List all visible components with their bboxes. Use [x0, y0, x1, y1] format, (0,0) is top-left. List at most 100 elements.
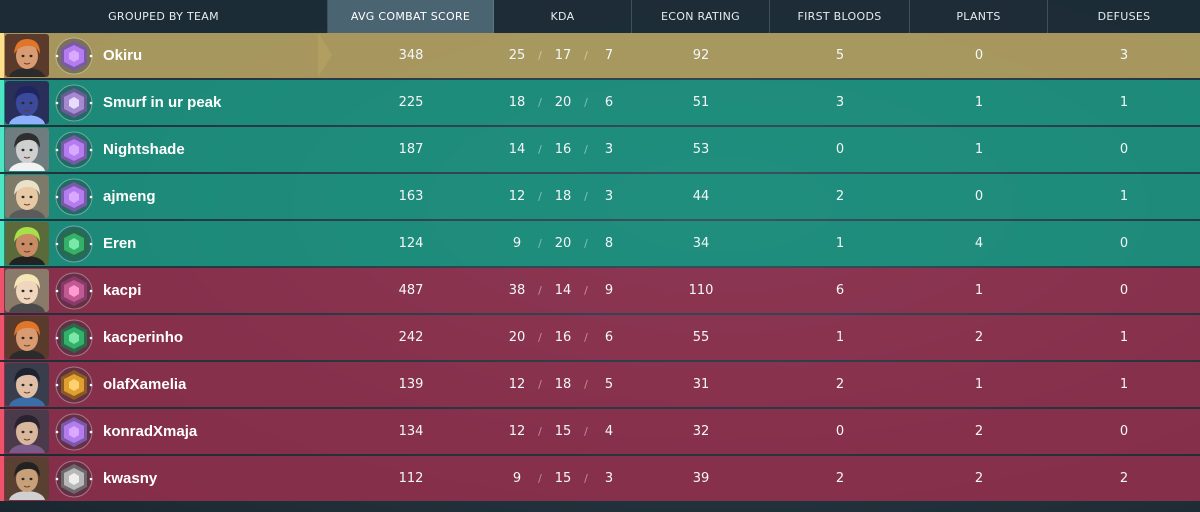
defuses-value: 1	[1119, 377, 1129, 392]
player-row[interactable]: Nightshade 187 14 / 16 / 3 53 0 1 0	[0, 127, 1200, 172]
kda-separator: /	[538, 190, 542, 203]
kda-separator: /	[538, 49, 542, 62]
kda-separator: /	[584, 190, 588, 203]
player-cell: Eren	[0, 221, 328, 266]
econ-value: 92	[692, 48, 710, 63]
plants-value: 0	[974, 48, 984, 63]
player-name[interactable]: kwasny	[103, 470, 158, 487]
deaths-value: 18	[554, 189, 572, 204]
defuses-value: 1	[1119, 189, 1129, 204]
defuses-value: 2	[1119, 471, 1129, 486]
kills-value: 18	[508, 95, 526, 110]
kda-value: 14 / 16 / 3	[494, 127, 632, 172]
acs-value: 187	[398, 142, 424, 157]
header-plants[interactable]: PLANTS	[910, 0, 1048, 33]
player-name[interactable]: kacpi	[103, 282, 142, 299]
kda-separator: /	[584, 472, 588, 485]
acs-value: 163	[398, 189, 424, 204]
deaths-value: 16	[554, 330, 572, 345]
team-color-stripe	[0, 409, 4, 454]
defuses-value: 1	[1119, 330, 1129, 345]
plants-value: 1	[974, 95, 984, 110]
player-rows: Okiru 348 25 / 17 / 7 92 5 0 3	[0, 33, 1200, 503]
econ-value: 44	[692, 189, 710, 204]
player-name[interactable]: Eren	[103, 235, 137, 252]
player-row[interactable]: Okiru 348 25 / 17 / 7 92 5 0 3	[0, 33, 1200, 78]
kda-separator: /	[538, 472, 542, 485]
kda-separator: /	[538, 331, 542, 344]
assists-value: 3	[604, 471, 614, 486]
header-econ[interactable]: ECON RATING	[632, 0, 770, 33]
kda-separator: /	[538, 143, 542, 156]
player-name[interactable]: kacperinho	[103, 329, 184, 346]
header-kda[interactable]: KDA	[494, 0, 632, 33]
kda-separator: /	[538, 378, 542, 391]
header-acs[interactable]: AVG COMBAT SCORE	[328, 0, 494, 33]
player-row[interactable]: konradXmaja 134 12 / 15 / 4 32 0 2 0	[0, 409, 1200, 454]
player-name[interactable]: Okiru	[103, 47, 143, 64]
player-row[interactable]: kwasny 112 9 / 15 / 3 39 2 2 2	[0, 456, 1200, 501]
kda-value: 9 / 15 / 3	[494, 456, 632, 501]
agent-portrait-hat	[5, 128, 49, 171]
econ-value: 32	[692, 424, 710, 439]
acs-value: 134	[398, 424, 424, 439]
agent-portrait-bandana	[5, 457, 49, 500]
acs-value: 242	[398, 330, 424, 345]
acs-value: 225	[398, 95, 424, 110]
kills-value: 9	[512, 236, 522, 251]
defuses-value: 0	[1119, 424, 1129, 439]
player-row[interactable]: ajmeng 163 12 / 18 / 3 44 2 0 1	[0, 174, 1200, 219]
team-color-stripe	[0, 174, 4, 219]
acs-value: 487	[398, 283, 424, 298]
first-bloods-value: 1	[835, 236, 845, 251]
player-row[interactable]: kacperinho 242 20 / 16 / 6 55 1 2 1	[0, 315, 1200, 360]
agent-portrait-hooded	[5, 81, 49, 124]
player-cell: kacpi	[0, 268, 328, 313]
scoreboard-header: GROUPED BY TEAM AVG COMBAT SCORE KDA ECO…	[0, 0, 1200, 33]
kda-separator: /	[538, 96, 542, 109]
team-color-stripe	[0, 362, 4, 407]
player-name[interactable]: Smurf in ur peak	[103, 94, 222, 111]
header-team[interactable]: GROUPED BY TEAM	[0, 0, 328, 33]
first-bloods-value: 0	[835, 142, 845, 157]
rank-diamond-icon	[54, 83, 94, 123]
player-cell: konradXmaja	[0, 409, 328, 454]
player-row[interactable]: Smurf in ur peak 225 18 / 20 / 6 51 3 1 …	[0, 80, 1200, 125]
player-name[interactable]: olafXamelia	[103, 376, 187, 393]
acs-value: 112	[398, 471, 424, 486]
team-color-stripe	[0, 456, 4, 501]
kills-value: 14	[508, 142, 526, 157]
acs-value: 348	[398, 48, 424, 63]
player-row[interactable]: Eren 124 9 / 20 / 8 34 1 4 0	[0, 221, 1200, 266]
kda-separator: /	[538, 284, 542, 297]
kda-value: 20 / 16 / 6	[494, 315, 632, 360]
plants-value: 4	[974, 236, 984, 251]
defuses-value: 0	[1119, 142, 1129, 157]
team-color-stripe	[0, 221, 4, 266]
rank-emerald-icon	[54, 224, 94, 264]
player-row[interactable]: olafXamelia 139 12 / 18 / 5 31 2 1 1	[0, 362, 1200, 407]
kda-separator: /	[538, 237, 542, 250]
assists-value: 3	[604, 142, 614, 157]
player-name[interactable]: ajmeng	[103, 188, 156, 205]
deaths-value: 17	[554, 48, 572, 63]
plants-value: 1	[974, 377, 984, 392]
assists-value: 8	[604, 236, 614, 251]
plants-value: 1	[974, 142, 984, 157]
kda-value: 12 / 18 / 3	[494, 174, 632, 219]
deaths-value: 20	[554, 95, 572, 110]
first-bloods-value: 5	[835, 48, 845, 63]
header-first-bloods[interactable]: FIRST BLOODS	[770, 0, 910, 33]
header-defuses[interactable]: DEFUSES	[1048, 0, 1200, 33]
player-cell: Nightshade	[0, 127, 328, 172]
player-name[interactable]: konradXmaja	[103, 423, 198, 440]
player-name[interactable]: Nightshade	[103, 141, 185, 158]
kills-value: 20	[508, 330, 526, 345]
rank-gold-icon	[54, 365, 94, 405]
agent-portrait-orange-hair	[5, 316, 49, 359]
first-bloods-value: 1	[835, 330, 845, 345]
deaths-value: 20	[554, 236, 572, 251]
player-cell: Okiru	[0, 33, 328, 78]
player-row[interactable]: kacpi 487 38 / 14 / 9 110 6 1 0	[0, 268, 1200, 313]
